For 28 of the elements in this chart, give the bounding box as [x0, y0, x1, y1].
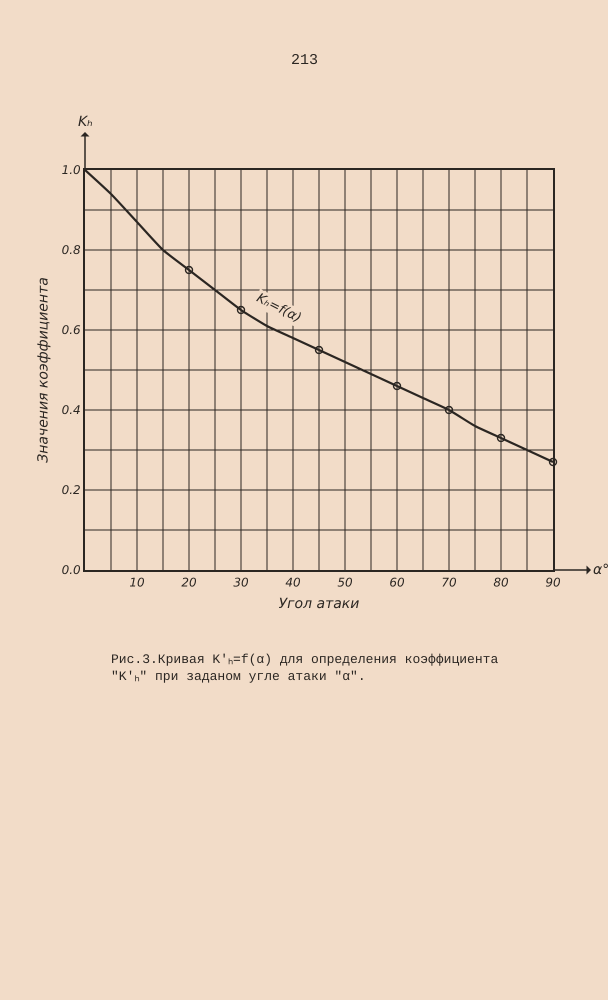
- x-tick-label: 30: [233, 575, 249, 590]
- y-tick-label: 0.4: [62, 403, 81, 418]
- point: [444, 406, 454, 414]
- point: [184, 266, 194, 274]
- y-tick-label: 0.2: [62, 483, 81, 498]
- point: [314, 346, 324, 354]
- y-tick-label: 0.0: [62, 563, 82, 578]
- point: [236, 306, 246, 314]
- x-tick-label: 20: [181, 575, 197, 590]
- text: Рис.3.Кривая K'ₕ=f(α) для определения коэффициента "K'ₕ" при заданом угле атаки "α".: [111, 652, 498, 684]
- x-axis-title: Угол атаки: [278, 596, 360, 612]
- x-tick-label: 60: [389, 575, 405, 590]
- text: α°: [593, 562, 608, 578]
- point: [548, 458, 558, 466]
- x-tick-label: 80: [493, 575, 509, 590]
- x-tick-label: 50: [337, 575, 353, 590]
- text: 213: [291, 52, 318, 69]
- y-tick-label: 0.8: [62, 243, 82, 258]
- text: Kₕ: [78, 114, 93, 130]
- x-tick-label: 10: [129, 575, 145, 590]
- x-tick-label: 70: [441, 575, 457, 590]
- y-tick-label: 0.6: [62, 323, 82, 338]
- x-tick-label: 40: [285, 575, 301, 590]
- y-tick-label: 1.0: [62, 163, 82, 178]
- x-tick-label: 90: [545, 575, 561, 590]
- y-axis-title: Значения коэффициента: [36, 277, 52, 463]
- point: [392, 382, 402, 390]
- point: [496, 434, 506, 442]
